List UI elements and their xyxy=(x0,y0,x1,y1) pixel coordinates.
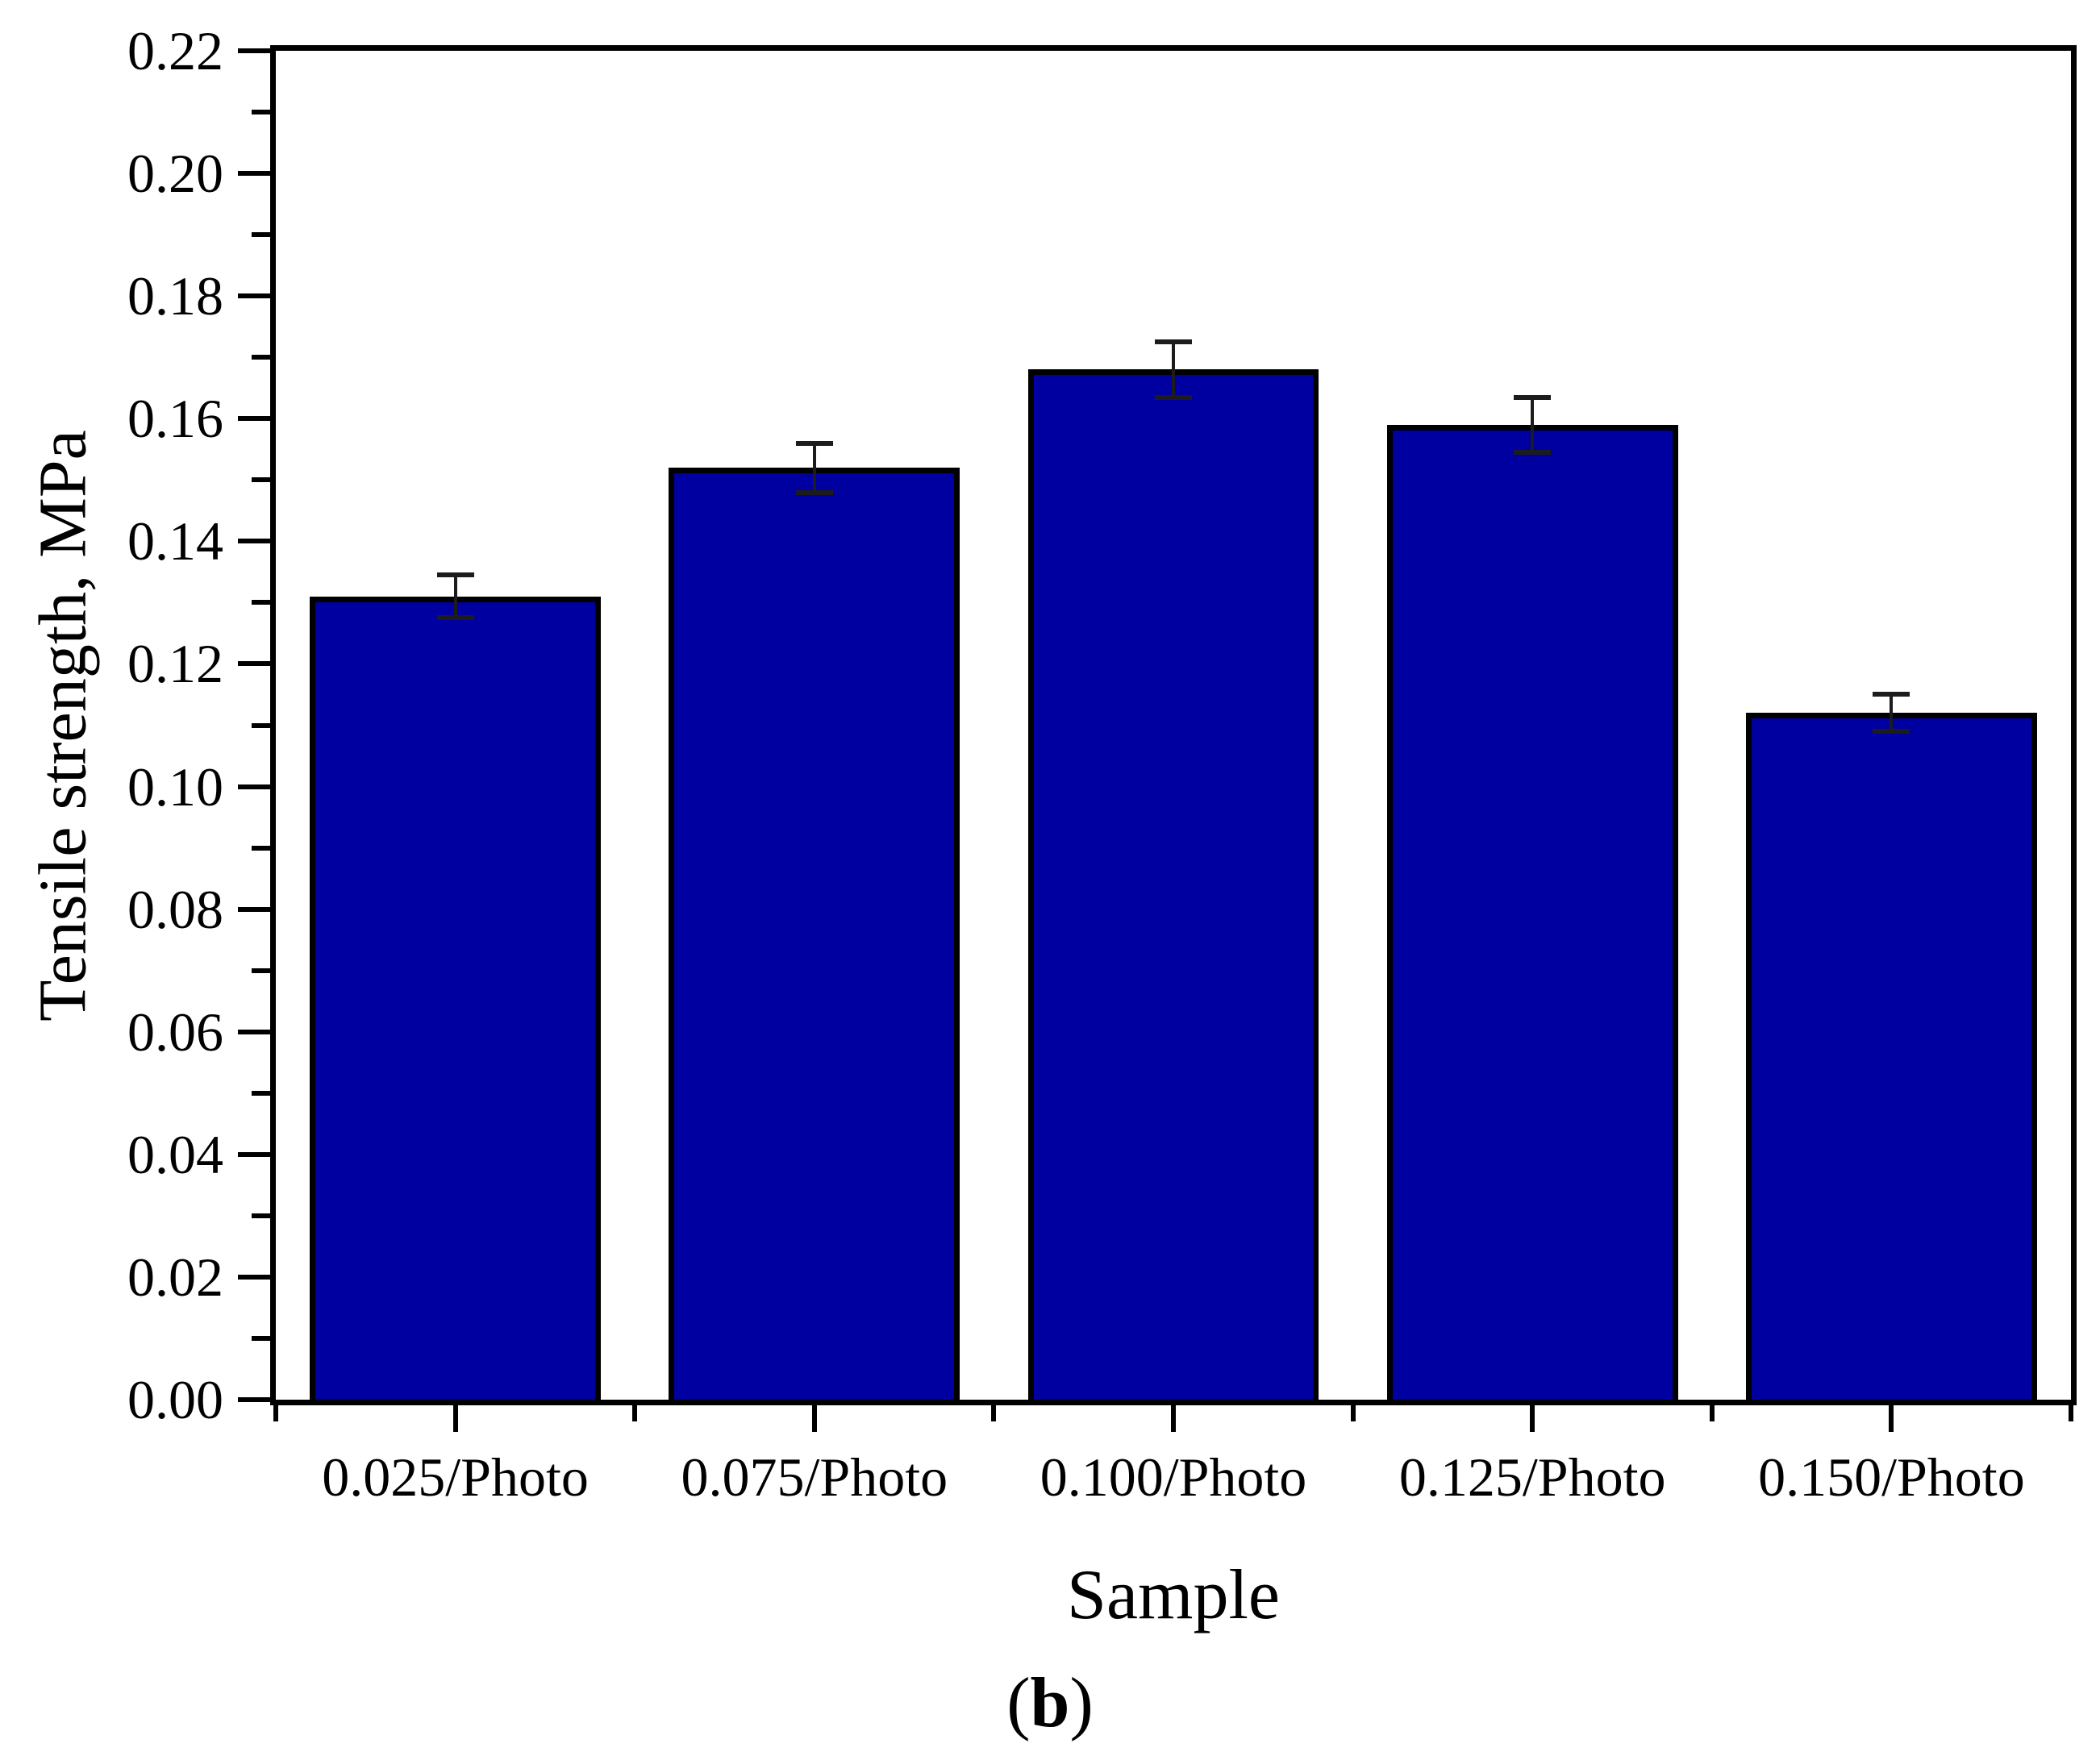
y-major-tick xyxy=(238,784,270,789)
error-bar-line xyxy=(1890,694,1894,732)
x-minor-tick xyxy=(1709,1400,1715,1421)
y-minor-tick xyxy=(252,1335,270,1341)
bar-0.125/Photo xyxy=(1386,424,1678,1400)
y-minor-tick xyxy=(252,355,270,360)
y-axis-title: Tensile strength, MPa xyxy=(25,430,101,1022)
plot-area: 0.00 0.02 0.04 0.06 0.08 0.10 0.12 0.14 0.16 0.18… xyxy=(127,23,2077,1504)
y-major-tick xyxy=(238,1397,270,1402)
x-minor-tick xyxy=(2069,1400,2073,1421)
caption-paren-close: ) xyxy=(1069,1664,1094,1742)
x-minor-tick xyxy=(273,1400,278,1421)
x-major-tick xyxy=(452,1400,458,1432)
figure-caption: (b) xyxy=(1006,1663,1094,1744)
y-tick-label: 0.02 xyxy=(127,1246,223,1308)
error-bar-cap xyxy=(1155,339,1192,345)
x-tick-label: 0.150/Photo xyxy=(1758,1446,2025,1508)
error-bar-cap xyxy=(1514,394,1552,400)
x-tick-label: 0.025/Photo xyxy=(322,1446,589,1508)
y-tick-label: 0.20 xyxy=(127,143,223,205)
y-tick-label: 0.10 xyxy=(127,755,223,818)
y-tick-label: 0.22 xyxy=(127,20,223,81)
x-tick-label: 0.075/Photo xyxy=(681,1446,948,1508)
x-major-tick xyxy=(1530,1400,1535,1432)
error-bar-line xyxy=(453,575,457,618)
y-minor-tick xyxy=(252,1213,270,1218)
y-tick-label: 0.14 xyxy=(127,510,223,572)
bar-0.075/Photo xyxy=(669,468,960,1400)
y-tick-label: 0.00 xyxy=(127,1369,223,1430)
y-major-tick xyxy=(238,416,270,422)
y-minor-tick xyxy=(252,110,270,115)
y-tick-label: 0.18 xyxy=(127,265,223,327)
y-minor-tick xyxy=(252,1090,270,1096)
y-minor-tick xyxy=(252,845,270,851)
error-bar-line xyxy=(1531,397,1535,453)
y-minor-tick xyxy=(252,600,270,606)
y-major-tick xyxy=(238,1274,270,1280)
y-major-tick xyxy=(238,1151,270,1157)
y-major-tick xyxy=(238,1029,270,1034)
x-minor-tick xyxy=(1350,1400,1356,1421)
x-major-tick xyxy=(1889,1400,1894,1432)
x-major-tick xyxy=(1171,1400,1176,1432)
y-major-tick xyxy=(238,906,270,912)
x-minor-tick xyxy=(632,1400,638,1421)
error-bar-cap xyxy=(1873,729,1910,735)
y-tick-label: 0.12 xyxy=(127,633,223,695)
bar-0.100/Photo xyxy=(1027,369,1319,1400)
y-minor-tick xyxy=(252,477,270,483)
y-tick-label: 0.08 xyxy=(127,878,223,940)
error-bar-cap xyxy=(1155,394,1192,400)
y-tick-label: 0.06 xyxy=(127,1001,223,1063)
y-major-tick xyxy=(238,539,270,544)
x-tick-label: 0.100/Photo xyxy=(1040,1446,1307,1508)
y-minor-tick xyxy=(252,968,270,973)
error-bar-cap xyxy=(436,615,474,621)
error-bar-cap xyxy=(1873,692,1910,697)
error-bar-line xyxy=(812,443,816,493)
caption-letter: b xyxy=(1030,1664,1070,1742)
caption-paren-open: ( xyxy=(1006,1664,1031,1742)
error-bar-cap xyxy=(436,572,474,578)
error-bar-line xyxy=(1172,342,1175,397)
bar-0.025/Photo xyxy=(310,596,601,1400)
x-axis-title: Sample xyxy=(1067,1556,1280,1634)
y-minor-tick xyxy=(252,232,270,238)
x-minor-tick xyxy=(991,1400,997,1421)
y-major-tick xyxy=(238,661,270,667)
error-bar-cap xyxy=(795,440,833,446)
y-major-tick xyxy=(238,293,270,299)
y-minor-tick xyxy=(252,722,270,728)
bar-0.150/Photo xyxy=(1746,713,2037,1400)
y-tick-label: 0.04 xyxy=(127,1123,223,1185)
x-tick-label: 0.125/Photo xyxy=(1398,1446,1666,1508)
y-tick-label: 0.16 xyxy=(127,388,223,450)
y-major-tick xyxy=(238,171,270,177)
y-major-tick xyxy=(238,48,270,53)
x-major-tick xyxy=(811,1400,817,1432)
error-bar-cap xyxy=(795,489,833,495)
error-bar-cap xyxy=(1514,450,1552,456)
